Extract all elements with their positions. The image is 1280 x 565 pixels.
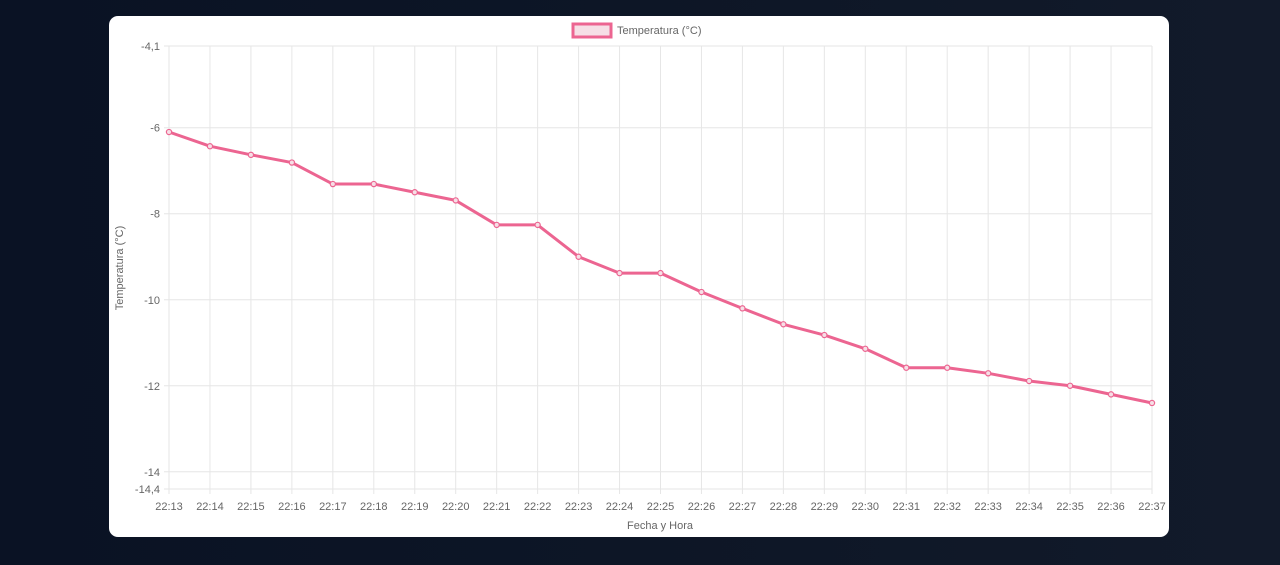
series-points — [165, 128, 1156, 407]
x-tick-label: 22:22 — [524, 501, 552, 513]
x-tick-label: 22:26 — [688, 501, 716, 513]
x-tick-label: 22:16 — [278, 501, 306, 513]
data-point[interactable] — [493, 221, 500, 229]
data-point[interactable] — [698, 288, 705, 296]
data-point[interactable] — [575, 253, 582, 260]
data-point[interactable] — [1025, 377, 1033, 385]
x-tick-label: 22:23 — [565, 501, 593, 513]
data-point[interactable] — [452, 197, 459, 204]
data-point[interactable] — [1066, 382, 1074, 389]
x-tick-label: 22:15 — [237, 501, 265, 513]
x-tick-label: 22:34 — [1015, 501, 1043, 513]
x-tick-label: 22:28 — [770, 501, 798, 513]
x-tick-label: 22:36 — [1097, 501, 1125, 513]
data-point[interactable] — [903, 364, 910, 371]
y-tick-label: -4,1 — [141, 41, 160, 53]
x-tick-label: 22:32 — [933, 501, 961, 513]
x-tick-label: 22:29 — [811, 501, 839, 513]
y-axis-title: Temperatura (°C) — [114, 226, 126, 310]
data-point[interactable] — [329, 180, 337, 188]
y-tick-label: -6 — [150, 123, 160, 135]
x-tick-label: 22:27 — [729, 501, 757, 513]
x-tick-label: 22:37 — [1138, 501, 1166, 513]
y-tick-label: -12 — [144, 381, 160, 393]
grid-lines — [164, 45, 1153, 494]
y-axis-ticks: -4,1 -6 -8 -10 -12 -14 -14,4 — [135, 41, 160, 496]
data-point[interactable] — [616, 269, 623, 277]
data-point[interactable] — [780, 321, 787, 328]
data-point[interactable] — [534, 221, 541, 229]
x-tick-label: 22:30 — [852, 501, 880, 513]
y-tick-label: -14,4 — [135, 484, 160, 496]
x-tick-label: 22:20 — [442, 501, 470, 513]
x-tick-label: 22:18 — [360, 501, 388, 513]
x-tick-label: 22:31 — [892, 501, 920, 513]
data-point[interactable] — [411, 189, 418, 196]
x-tick-label: 22:33 — [974, 501, 1002, 513]
x-tick-label: 22:17 — [319, 501, 347, 513]
data-point[interactable] — [1107, 391, 1115, 398]
x-tick-label: 22:14 — [196, 501, 224, 513]
data-point[interactable] — [984, 370, 992, 377]
x-tick-label: 22:19 — [401, 501, 429, 513]
data-point[interactable] — [821, 331, 828, 339]
legend[interactable]: Temperatura (°C) — [571, 22, 701, 39]
data-point[interactable] — [247, 151, 255, 159]
x-axis-ticks: 22:13 22:14 22:15 22:16 22:17 22:18 22:19 22:20… — [155, 501, 1166, 513]
y-tick-label: -10 — [144, 295, 160, 307]
data-point[interactable] — [944, 364, 951, 371]
data-point[interactable] — [370, 180, 377, 188]
chart-card: Temperatura (°C) -4,1 -6 -8 -10 -12 -14 -14,4 … — [109, 16, 1169, 537]
data-point[interactable] — [739, 305, 746, 312]
legend-label: Temperatura (°C) — [617, 25, 701, 37]
data-point[interactable] — [657, 269, 664, 277]
x-tick-label: 22:21 — [483, 501, 511, 513]
data-point[interactable] — [165, 128, 173, 136]
line-chart: Temperatura (°C) -4,1-6-8-10-12-14-14,4 … — [114, 22, 1166, 532]
x-tick-label: 22:25 — [647, 501, 675, 513]
data-point[interactable] — [862, 345, 869, 352]
data-point[interactable] — [288, 159, 296, 166]
x-axis-title: Fecha y Hora — [627, 520, 694, 532]
y-tick-label: -8 — [150, 209, 160, 221]
data-point[interactable] — [206, 143, 214, 150]
data-point[interactable] — [1148, 399, 1156, 407]
x-tick-label: 22:13 — [155, 501, 183, 513]
x-tick-label: 22:35 — [1056, 501, 1084, 513]
y-tick-label: -14 — [144, 467, 160, 479]
legend-swatch — [571, 22, 613, 39]
x-tick-label: 22:24 — [606, 501, 634, 513]
